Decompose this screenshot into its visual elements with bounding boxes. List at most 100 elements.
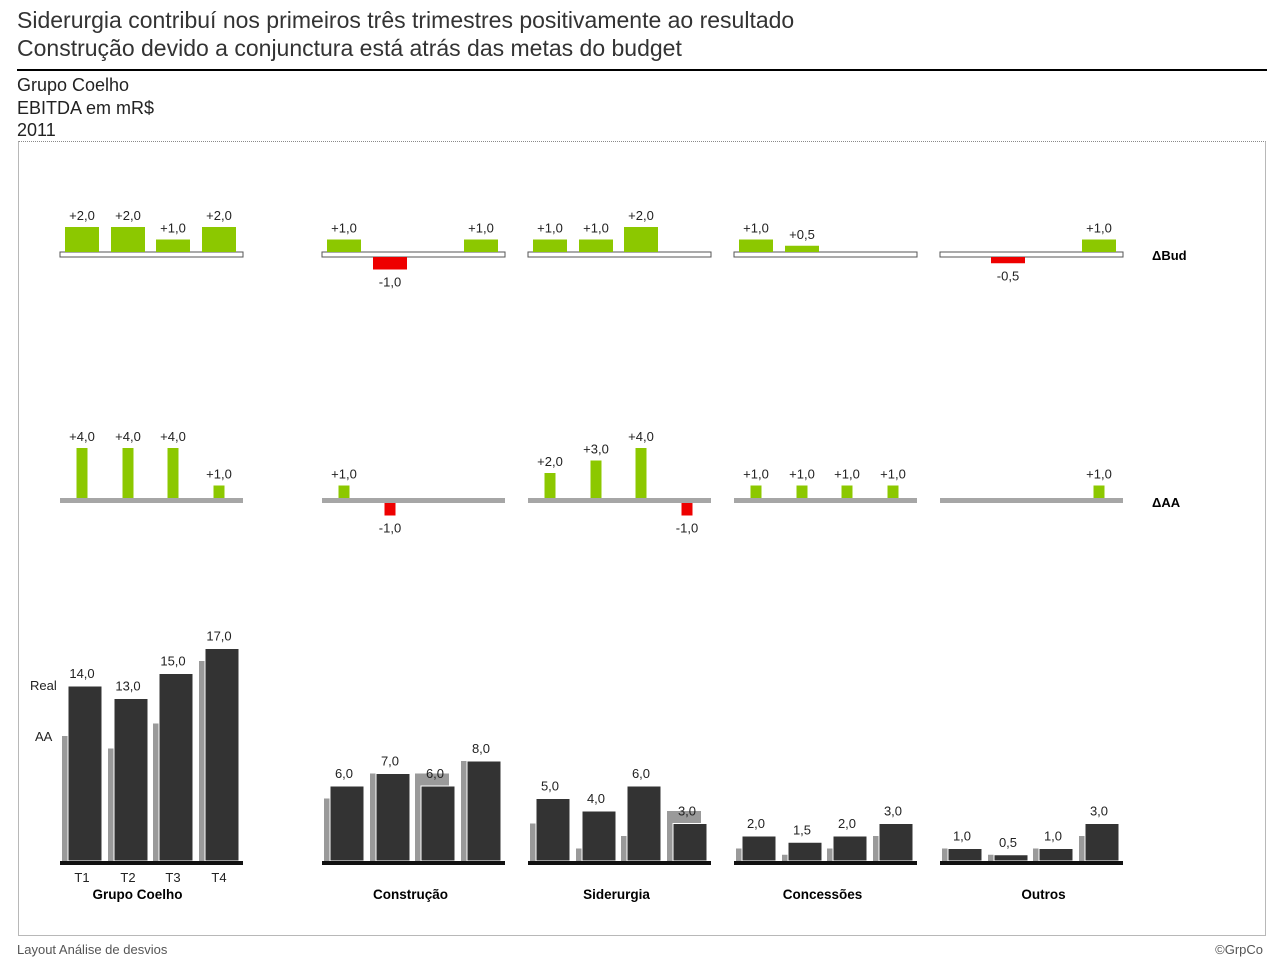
bud-value-label: +2,0 [628,208,654,223]
aa-value-label: +1,0 [206,467,232,482]
row-label-aa: ΔAA [1152,495,1181,510]
report-meta: Grupo Coelho EBITDA em mR$ 2011 [17,74,154,142]
aa-bar [590,460,602,498]
bud-bar [785,245,819,252]
measure-name: EBITDA em mR$ [17,97,155,118]
aa-bar [750,485,762,498]
quarter-label: T4 [211,870,226,885]
aa-bar [887,485,899,498]
real-column [535,798,571,862]
real-value-label: 7,0 [381,754,399,769]
aa-value-label: +1,0 [1086,467,1112,482]
aa-bar [796,485,808,498]
real-column [581,810,617,862]
bud-value-label: +2,0 [206,208,232,223]
bud-bar [624,227,658,252]
aa-axis-concess-es [734,498,917,503]
real-column [113,698,149,862]
aa-bar [213,485,225,498]
quarter-label: T3 [165,870,180,885]
bud-axis-grupo-coelho [59,251,244,258]
aa-bar [635,448,647,498]
bud-axis-siderurgia [527,251,712,258]
real-value-label: 0,5 [999,835,1017,850]
group-label: Siderurgia [583,887,650,902]
headline-line-1: Siderurgia contribuí nos primeiros três … [17,7,795,33]
aa-axis-grupo-coelho [60,498,243,503]
bud-value-label: -0,5 [997,268,1019,283]
company-name: Grupo Coelho [17,75,130,95]
real-axis-constru-o [322,861,505,865]
real-column [204,648,240,862]
real-value-label: 2,0 [747,816,765,831]
real-column [832,835,868,862]
aa-value-label: +1,0 [834,467,860,482]
bud-value-label: -1,0 [379,275,401,290]
bud-value-label: +2,0 [115,208,141,223]
real-value-label: 2,0 [838,816,856,831]
real-column [1084,823,1120,862]
headline: Siderurgia contribuí nos primeiros três … [17,6,794,62]
legend-real: Real [30,678,57,693]
real-column [672,823,708,862]
aa-bar [544,473,556,498]
real-axis-grupo-coelho [60,861,243,865]
real-axis-siderurgia [528,861,711,865]
bud-value-label: +1,0 [1086,221,1112,236]
aa-bar [76,448,88,498]
aa-bar [122,448,134,498]
footer-left: Layout Análise de desvios [17,942,168,957]
bud-axis-constru-o [321,251,506,258]
real-column [787,841,823,862]
aa-value-label: +4,0 [69,429,95,444]
aa-value-label: +1,0 [331,467,357,482]
bud-bar [111,227,145,252]
aa-value-label: +1,0 [880,467,906,482]
quarter-label: T2 [120,870,135,885]
aa-axis-outros [940,498,1123,503]
real-value-label: 3,0 [1090,804,1108,819]
footer-right: ©GrpCo [1215,942,1263,957]
real-value-label: 3,0 [884,804,902,819]
chart-frame [18,141,1266,936]
aa-value-label: -1,0 [676,521,698,536]
aa-bar [681,503,693,516]
aa-bar [338,485,350,498]
group-label: Concessões [783,887,863,902]
real-value-label: 6,0 [335,766,353,781]
report-year: 2011 [17,120,56,140]
real-value-label: 5,0 [541,779,559,794]
bud-axis-outros [939,251,1124,258]
aa-bar [167,448,179,498]
quarter-label: T1 [74,870,89,885]
legend-aa: AA [35,729,53,744]
real-column [878,823,914,862]
bud-bar [533,239,567,252]
bud-bar [579,239,613,252]
row-label-bud: ΔBud [1152,248,1187,263]
real-column [993,854,1029,862]
real-axis-concess-es [734,861,917,865]
real-value-label: 17,0 [206,629,231,644]
headline-line-2: Construção devido a conjunctura está atr… [17,35,682,61]
real-column [329,785,365,862]
bud-bar [65,227,99,252]
aa-value-label: +1,0 [743,467,769,482]
aa-value-label: +4,0 [115,429,141,444]
bud-value-label: +1,0 [160,221,186,236]
aa-value-label: -1,0 [379,521,401,536]
real-column [67,685,103,862]
real-value-label: 8,0 [472,741,490,756]
real-value-label: 13,0 [115,679,140,694]
bud-bar [739,239,773,252]
real-value-label: 4,0 [587,791,605,806]
aa-bar [1093,485,1105,498]
real-value-label: 1,0 [953,829,971,844]
real-column [626,785,662,862]
bud-value-label: +1,0 [743,221,769,236]
bud-bar [202,227,236,252]
bud-value-label: +1,0 [583,221,609,236]
aa-value-label: +4,0 [160,429,186,444]
bud-value-label: +1,0 [468,221,494,236]
